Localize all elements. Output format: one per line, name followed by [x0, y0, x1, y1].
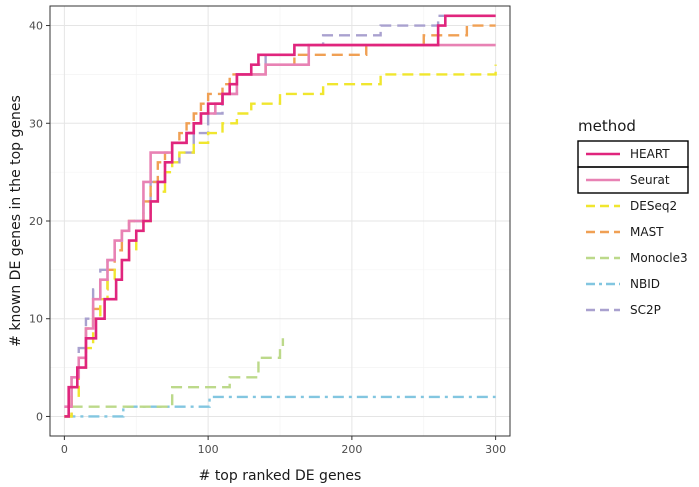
legend-item-nbid: NBID	[586, 277, 660, 291]
legend-item-mast: MAST	[586, 225, 664, 239]
legend-item-deseq2: DESeq2	[586, 199, 677, 213]
legend-item-monocle3: Monocle3	[586, 251, 688, 265]
y-tick-label: 30	[29, 117, 43, 130]
x-tick-label: 200	[341, 443, 362, 456]
y-axis-title: # known DE genes in the top genes	[8, 95, 24, 347]
legend: method HEART Seurat DESeq2 MAST Monocle3 NBID…	[577, 117, 689, 317]
legend-label: Seurat	[630, 173, 670, 187]
series-line-sc2p	[64, 14, 496, 408]
legend-label: HEART	[630, 147, 670, 161]
series-line-nbid	[64, 395, 496, 418]
grid-lines	[50, 6, 510, 436]
legend-label: MAST	[630, 225, 664, 239]
y-tick-label: 0	[36, 410, 43, 423]
series-lines	[64, 14, 497, 418]
legend-label: NBID	[630, 277, 660, 291]
legend-item-seurat: Seurat	[577, 166, 689, 194]
series-line-heart	[64, 14, 496, 418]
x-tick-label: 100	[198, 443, 219, 456]
series-line-deseq2	[64, 64, 497, 418]
legend-label: DESeq2	[630, 199, 677, 213]
legend-title: method	[578, 117, 636, 135]
legend-key-box	[577, 166, 689, 194]
y-tick-label: 10	[29, 313, 43, 326]
legend-item-heart: HEART	[577, 140, 689, 168]
axes: 0 100 200 300 0 10 20 30 40	[29, 20, 506, 456]
x-tick-label: 0	[61, 443, 68, 456]
y-tick-label: 20	[29, 215, 43, 228]
legend-label: SC2P	[630, 303, 661, 317]
x-tick-label: 300	[485, 443, 506, 456]
legend-label: Monocle3	[630, 251, 688, 265]
y-tick-label: 40	[29, 20, 43, 33]
legend-item-sc2p: SC2P	[586, 303, 661, 317]
x-axis-title: # top ranked DE genes	[199, 468, 362, 484]
